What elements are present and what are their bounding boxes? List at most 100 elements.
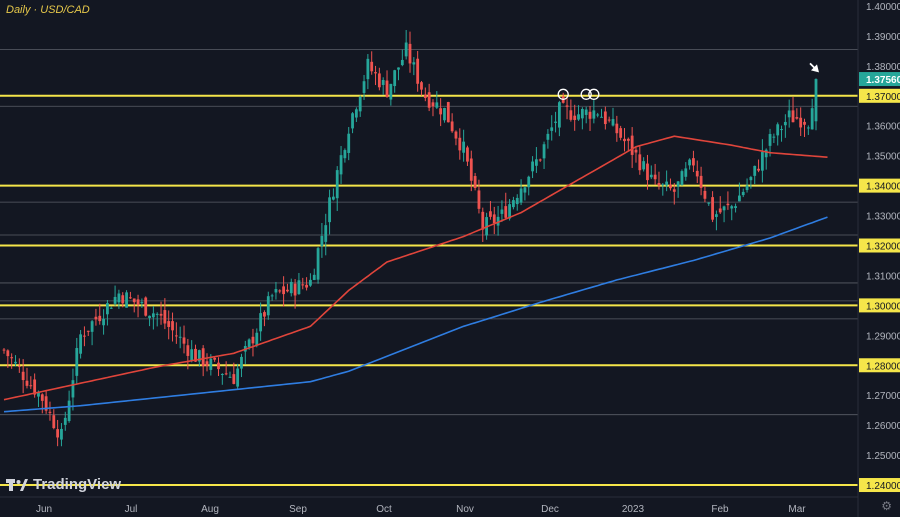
- candle-body: [577, 114, 580, 120]
- chart-title: Daily · USD/CAD: [6, 4, 90, 16]
- candle-body: [584, 109, 588, 115]
- candle-body: [462, 141, 466, 153]
- candle-body: [128, 297, 132, 299]
- candle-body: [209, 358, 213, 370]
- candle-body: [515, 197, 519, 205]
- candle-body: [240, 356, 243, 369]
- candle-body: [458, 137, 462, 151]
- candle-body: [412, 62, 416, 65]
- y-tick-label: 1.40000: [866, 2, 900, 13]
- candle-body: [657, 183, 661, 186]
- candle-body: [109, 307, 113, 309]
- candle-body: [274, 289, 278, 293]
- y-tick-label: 1.35000: [866, 152, 900, 163]
- candle-body: [446, 102, 450, 123]
- candle-body: [301, 284, 305, 286]
- candle-body: [94, 316, 98, 320]
- candle-body: [523, 187, 527, 193]
- candle-body: [21, 371, 25, 381]
- arrow-marker-head: [811, 64, 819, 73]
- candle-body: [580, 108, 584, 119]
- candle-body: [125, 292, 128, 308]
- candle-body: [56, 429, 60, 438]
- gear-icon[interactable]: ⚙: [881, 499, 892, 513]
- candle-body: [263, 312, 266, 317]
- candle-body: [669, 184, 672, 189]
- candle-body: [473, 176, 477, 188]
- candle-body: [316, 248, 320, 280]
- ma-fast-line: [3, 135, 828, 401]
- y-tick-label: 1.34000: [866, 182, 900, 193]
- candle-body: [814, 79, 818, 122]
- candle-body: [397, 67, 400, 70]
- candle-body: [431, 102, 435, 107]
- candle-body: [259, 313, 263, 332]
- candle-body: [25, 380, 29, 386]
- candle-body: [151, 313, 155, 318]
- candle-body: [408, 43, 412, 64]
- candle-body: [351, 113, 354, 129]
- price-level-badge: [859, 358, 900, 373]
- candle-body: [680, 171, 684, 186]
- candle-body: [186, 345, 190, 356]
- candle-body: [148, 315, 151, 319]
- candle-body: [481, 211, 485, 230]
- candle-body: [783, 121, 787, 126]
- candle-body: [377, 73, 381, 88]
- candle-body: [557, 102, 561, 128]
- candle-body: [339, 155, 343, 175]
- logo-text: TradingView: [33, 476, 122, 493]
- candle-body: [611, 119, 615, 126]
- candle-body: [443, 108, 446, 121]
- candle-body: [98, 315, 102, 322]
- candle-body: [634, 149, 638, 153]
- candle-body: [205, 361, 209, 367]
- candle-body: [17, 365, 21, 367]
- candle-body: [132, 298, 136, 303]
- candle-body: [29, 385, 33, 387]
- candle-body: [753, 165, 757, 176]
- candle-body: [335, 170, 339, 199]
- candle-body: [787, 110, 791, 118]
- x-tick-label: Oct: [376, 504, 392, 515]
- candle-body: [450, 121, 454, 132]
- candle-body: [385, 80, 389, 97]
- candle-body: [52, 415, 56, 429]
- ma-slow-line: [3, 216, 828, 413]
- candle-body: [546, 133, 550, 140]
- candle-body: [420, 82, 423, 90]
- candle-body: [427, 92, 431, 108]
- candle-body: [695, 170, 699, 177]
- candle-body: [722, 206, 726, 211]
- candle-body: [255, 332, 259, 346]
- candle-body: [531, 161, 534, 172]
- candle-body: [86, 330, 90, 332]
- candle-body: [649, 174, 653, 178]
- candle-body: [760, 152, 764, 171]
- candle-body: [623, 138, 626, 142]
- candle-body: [607, 119, 611, 121]
- candle-body: [619, 128, 623, 138]
- candle-body: [745, 185, 749, 191]
- candle-body: [718, 208, 722, 213]
- candle-body: [14, 361, 17, 364]
- candle-body: [75, 348, 79, 376]
- candle-body: [362, 81, 366, 93]
- candle-body: [121, 295, 125, 304]
- candle-body: [588, 111, 592, 119]
- candle-body: [703, 190, 707, 199]
- candle-body: [178, 336, 182, 338]
- candle-body: [171, 321, 174, 331]
- candle-body: [174, 335, 178, 337]
- candle-body: [113, 296, 117, 304]
- candle-body: [469, 158, 473, 181]
- candle-body: [538, 159, 542, 161]
- candle-body: [504, 206, 508, 218]
- arrow-marker: [809, 62, 819, 73]
- candle-body: [228, 376, 232, 378]
- candle-body: [37, 392, 40, 397]
- candle-body: [278, 290, 282, 292]
- x-tick-label: Aug: [201, 504, 219, 515]
- candle-body: [167, 321, 171, 327]
